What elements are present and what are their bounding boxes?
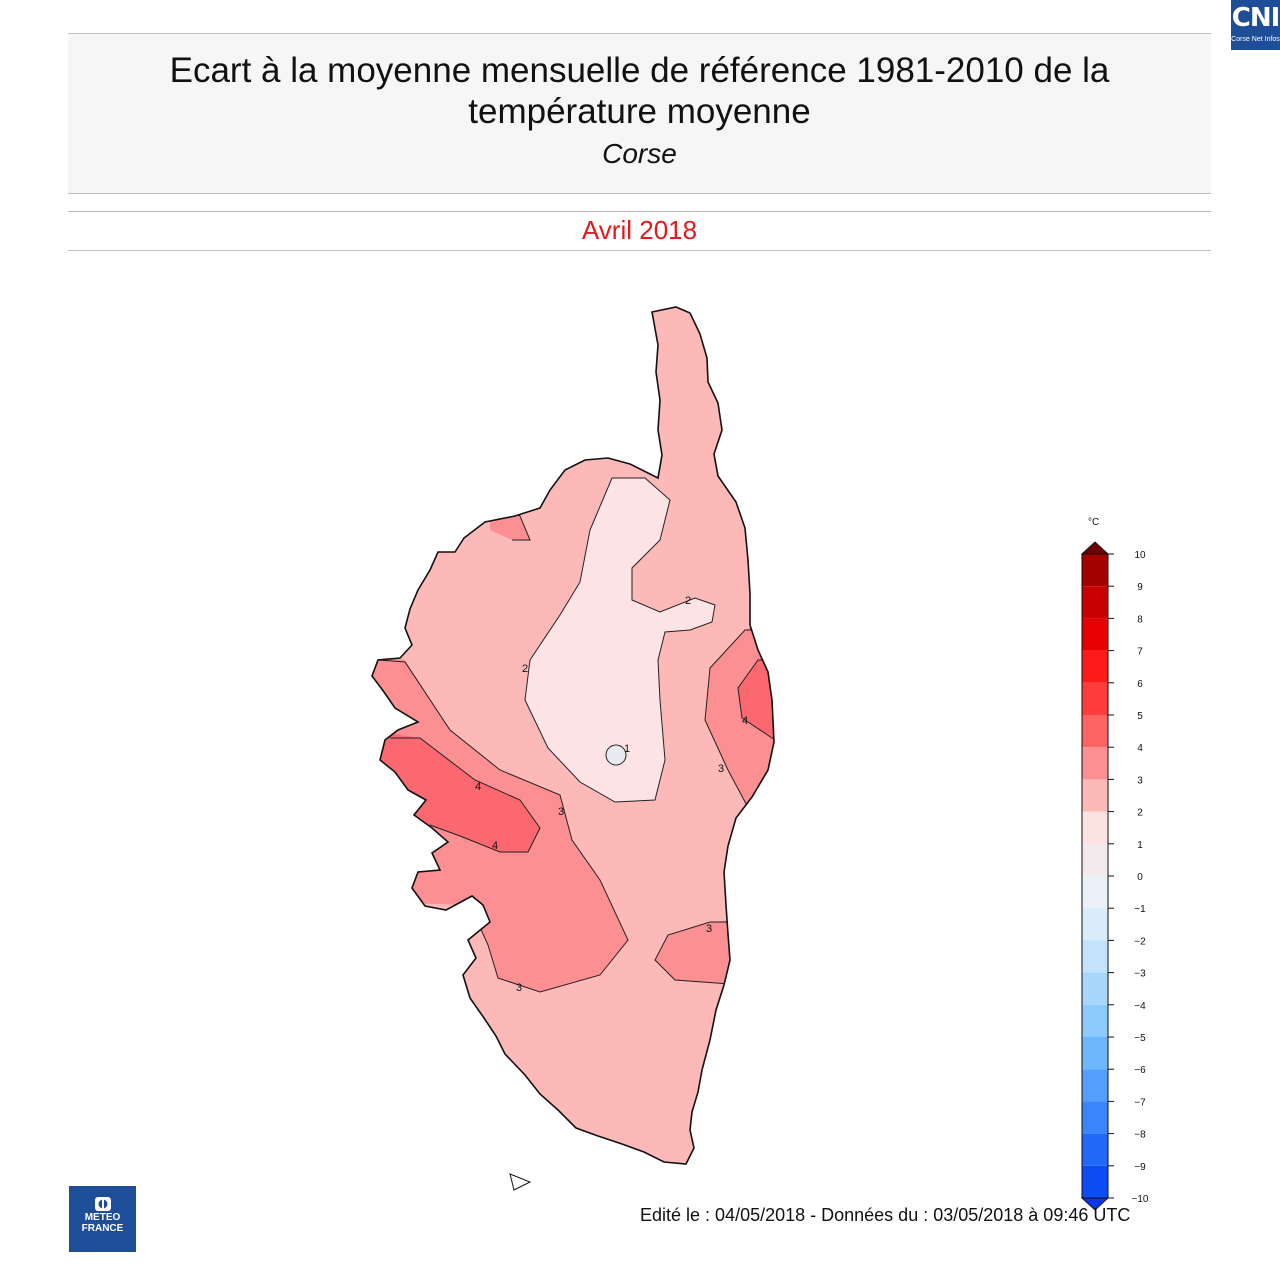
colorbar-tick-label: −6 (1134, 1065, 1146, 1076)
contour-label: 1 (624, 743, 630, 755)
isoline-4-east (737, 659, 774, 741)
colorbar-block (1082, 747, 1108, 780)
southern-islet (509, 1173, 532, 1191)
colorbar-tick-label: −9 (1134, 1162, 1146, 1173)
zone-0-to-1-center (605, 744, 627, 766)
colorbar-block (1082, 1004, 1108, 1037)
colorbar-tick-label: 6 (1137, 679, 1143, 690)
colorbar-tick-label: −10 (1132, 1194, 1149, 1205)
colorbar-tick-label: 1 (1137, 840, 1143, 851)
colorbar-tick-label: 0 (1137, 872, 1143, 883)
zone-1-to-2-central (524, 477, 716, 803)
colorbar-max-arrow (1080, 541, 1110, 555)
colorbar-tick-label: −4 (1134, 1001, 1146, 1012)
colorbar-tick-label: −7 (1134, 1097, 1146, 1108)
colorbar-tick-label: 9 (1137, 582, 1143, 593)
colorbar-tick-label: −8 (1134, 1130, 1146, 1141)
meteo-france-emblem-icon (94, 1197, 111, 1211)
contour-labels: 2 2 1 3 4 4 3 4 3 3 (475, 595, 748, 994)
colorbar-block (1082, 650, 1108, 683)
cni-logo: CNI Corse Net Infos (1229, 0, 1280, 50)
zone-4-to-5-east (738, 640, 774, 740)
cni-logo-caption: Corse Net Infos (1231, 36, 1280, 43)
contour-label: 4 (742, 715, 748, 727)
period-label: Avril 2018 (581, 215, 698, 245)
contour-label: 4 (475, 781, 481, 793)
region-subtitle: Corse (602, 138, 677, 169)
colorbar-block (1082, 618, 1108, 651)
contour-label: 4 (492, 840, 498, 852)
colorbar-min-arrow (1080, 1197, 1110, 1211)
colorbar-tick-label: 2 (1137, 808, 1143, 819)
colorbar-tick-label: −5 (1134, 1033, 1146, 1044)
colorbar-tick-label: 7 (1137, 647, 1143, 658)
colorbar-tick-label: 3 (1137, 775, 1143, 786)
contour-label: 3 (718, 763, 724, 775)
contour-label: 3 (558, 806, 564, 818)
colorbar-block (1082, 554, 1108, 587)
contour-label: 2 (685, 595, 691, 607)
org-name-line1: METEO (84, 1212, 121, 1223)
colorbar-tick-label: −2 (1134, 936, 1146, 947)
contour-label: 2 (522, 663, 528, 675)
colorbar-block (1082, 876, 1108, 909)
colorbar-block (1082, 972, 1108, 1005)
colorbar-tick-label: 8 (1137, 614, 1143, 625)
legend-unit: °C (1088, 517, 1100, 528)
colorbar-block (1082, 779, 1108, 812)
colorbar-block (1082, 843, 1108, 876)
period-banner: Avril 2018 (68, 211, 1211, 251)
contour-label: 3 (706, 923, 712, 935)
colorbar-block (1082, 1069, 1108, 1102)
colorbar-block (1082, 940, 1108, 973)
colorbar-tick-label: −3 (1134, 969, 1146, 980)
meteo-france-logo: METEO FRANCE (69, 1186, 136, 1252)
map-title: Ecart à la moyenne mensuelle de référenc… (169, 51, 1110, 131)
isoline-3-southeast (654, 921, 731, 985)
isoline-3-east (704, 629, 760, 816)
zone-4-to-5-west (372, 720, 540, 852)
contour-label: 3 (516, 982, 522, 994)
colorbar-tick-label: 10 (1134, 550, 1146, 561)
colorbar-block (1082, 1165, 1108, 1198)
colorbar-tick-label: 5 (1137, 711, 1143, 722)
colorbar-block (1082, 586, 1108, 619)
colorbar-block (1082, 715, 1108, 748)
colorbar-block (1082, 1101, 1108, 1134)
org-name-line2: FRANCE (81, 1223, 124, 1234)
isoline-3-southwest (372, 653, 629, 993)
colorbar-block (1082, 1133, 1108, 1166)
isoline-4-west (390, 737, 541, 853)
colorbar-block (1082, 908, 1108, 941)
colorbar-tick-label: 4 (1137, 743, 1143, 754)
edition-info: Edité le : 04/05/2018 - Données du : 03/… (640, 1205, 1131, 1225)
anomaly-fill-zones (372, 307, 774, 1164)
colorbar-tick-label: −1 (1134, 904, 1146, 915)
colorbar-block (1082, 682, 1108, 715)
colorbar-block (1082, 811, 1108, 844)
header-panel: Ecart à la moyenne mensuelle de référenc… (68, 33, 1211, 194)
colorbar-block (1082, 1037, 1108, 1070)
cni-logo-letters: CNI (1231, 3, 1280, 33)
